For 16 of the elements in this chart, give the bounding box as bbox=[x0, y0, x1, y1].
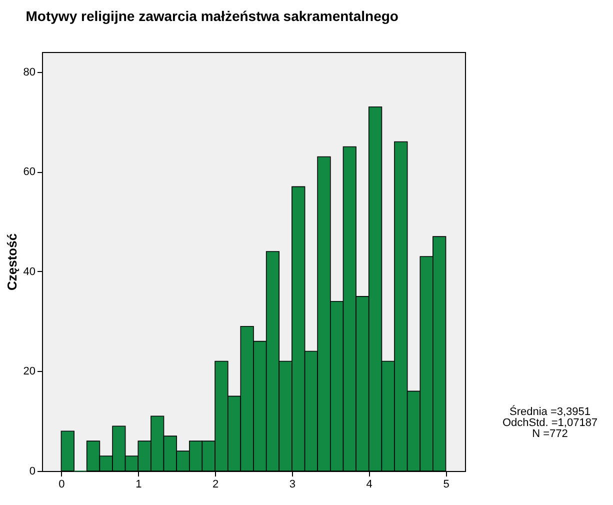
y-tick-label: 20 bbox=[23, 366, 36, 378]
x-tick-label: 0 bbox=[58, 478, 65, 490]
chart-title: Motywy religijne zawarcia małżeństwa sakramentalnego bbox=[26, 8, 398, 24]
y-tick-label: 60 bbox=[23, 166, 36, 178]
x-tick-label: 2 bbox=[212, 478, 219, 490]
y-tick-label: 0 bbox=[29, 466, 36, 478]
x-tick-label: 4 bbox=[366, 478, 372, 490]
text: Średnia =3,3951 bbox=[509, 405, 591, 418]
y-tick-label: 40 bbox=[23, 266, 36, 278]
x-tick-label: 3 bbox=[289, 478, 296, 490]
text: N =772 bbox=[532, 428, 568, 440]
x-tick-label: 5 bbox=[443, 478, 450, 490]
text: OdchStd. =1,07187 bbox=[502, 417, 598, 429]
y-tick-label: 80 bbox=[23, 66, 36, 78]
x-tick-label: 1 bbox=[136, 478, 142, 490]
y-axis-title: Częstość bbox=[4, 233, 20, 291]
